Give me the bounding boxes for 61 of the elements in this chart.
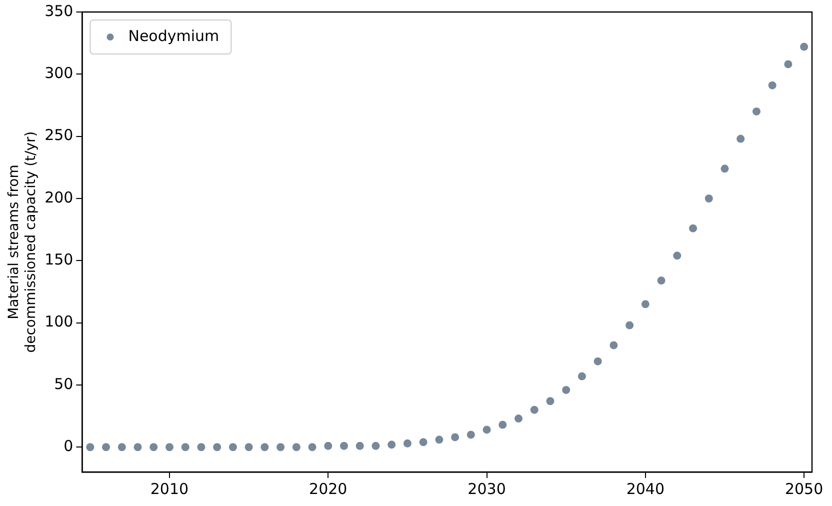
point [641, 300, 650, 308]
point [657, 276, 666, 285]
point [134, 443, 142, 452]
point [324, 442, 332, 450]
point [181, 443, 190, 452]
x-tick-label: 2020 [309, 480, 348, 498]
x-tick-label: 2010 [150, 480, 189, 498]
point [720, 164, 729, 173]
legend-label: Neodymium [128, 26, 220, 45]
point [308, 443, 316, 452]
y-tick-label: 350 [44, 2, 74, 20]
point [118, 443, 126, 452]
point [482, 426, 491, 434]
point [546, 397, 554, 406]
point [276, 443, 285, 452]
point [228, 443, 237, 452]
point [356, 442, 364, 450]
point [213, 443, 222, 452]
y-tick-label: 300 [44, 64, 74, 82]
point [736, 134, 745, 143]
y-tick-label: 50 [54, 374, 74, 393]
point [768, 81, 776, 90]
x-tick-label: 2040 [626, 480, 665, 498]
point [689, 224, 698, 232]
point [102, 443, 110, 452]
point [403, 439, 412, 448]
point [86, 443, 94, 452]
point [292, 443, 300, 452]
point [435, 436, 444, 444]
y-axis-title: Material streams from decommissioned capacity (t/yr) [6, 131, 39, 353]
point [530, 406, 538, 414]
point [260, 443, 269, 452]
point [594, 357, 602, 366]
point [610, 341, 618, 350]
point [673, 252, 682, 260]
point [451, 433, 460, 442]
point [150, 443, 158, 452]
point [578, 372, 586, 380]
point [752, 107, 760, 116]
point [800, 42, 808, 51]
point [372, 442, 380, 450]
point [466, 430, 475, 439]
point [244, 443, 253, 452]
point [498, 420, 507, 429]
point [704, 194, 713, 202]
y-tick-label: 0 [64, 437, 74, 456]
point [388, 440, 396, 449]
point [514, 414, 523, 423]
y-tick-label: 150 [44, 250, 74, 269]
point [784, 60, 792, 68]
point [197, 443, 206, 452]
y-tick-label: 250 [44, 126, 74, 144]
x-tick-label: 2050 [784, 480, 824, 498]
y-tick-label: 200 [44, 188, 74, 206]
point [562, 386, 570, 394]
point [165, 443, 174, 452]
point [419, 438, 428, 446]
point [626, 321, 634, 330]
x-tick-label: 2030 [468, 480, 506, 498]
point [340, 442, 348, 450]
y-tick-label: 100 [44, 312, 74, 331]
